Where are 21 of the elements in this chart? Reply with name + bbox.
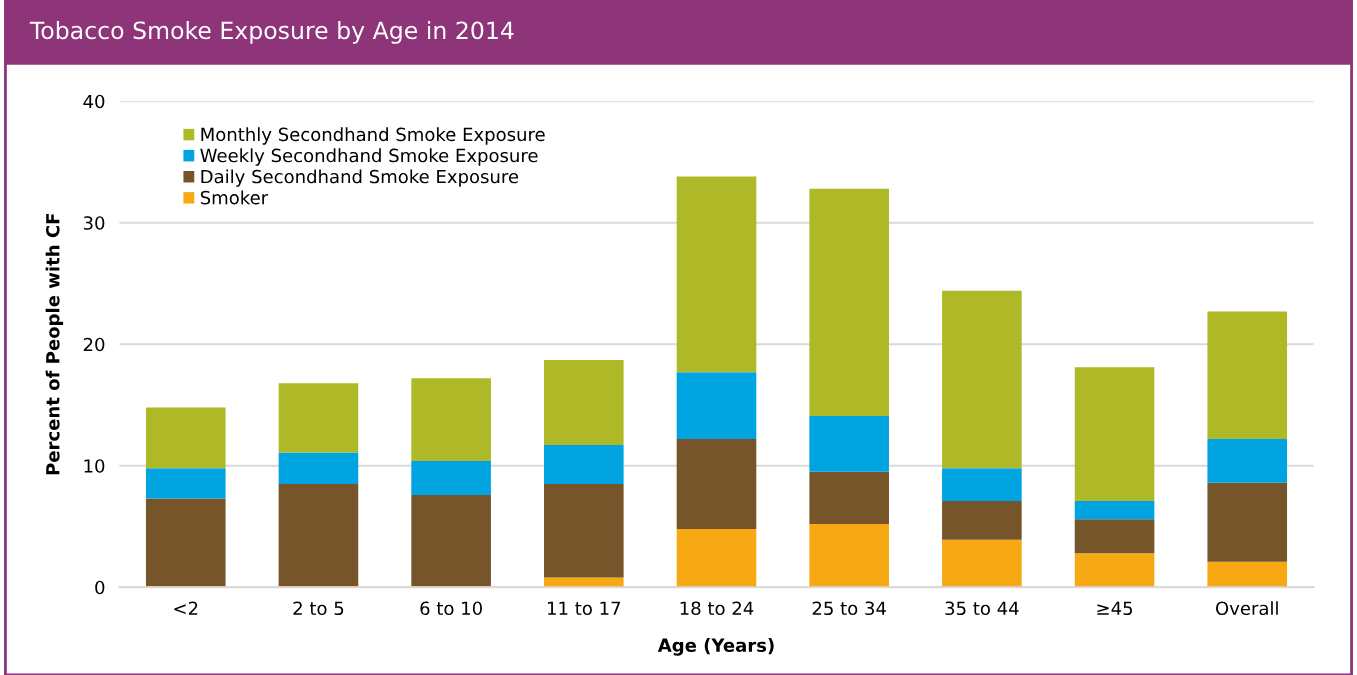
y-tick-label: 10 xyxy=(84,459,105,473)
y-tick-label: 30 xyxy=(83,216,105,230)
x-tick-label: 25 to 34 xyxy=(812,601,886,616)
x-tick-label: 11 to 17 xyxy=(548,601,621,616)
legend-label: Weekly Secondhand Smoke Exposure xyxy=(200,148,538,166)
y-axis-title: Percent of People with CF xyxy=(45,214,64,475)
x-tick-label: 6 to 10 xyxy=(420,601,482,616)
legend-label: Monthly Secondhand Smoke Exposure xyxy=(201,127,545,145)
x-tick-label: Overall xyxy=(1215,601,1278,616)
y-tick-label: 20 xyxy=(83,337,105,352)
x-axis-title: Age (Years) xyxy=(657,638,774,656)
x-tick-label: 2 to 5 xyxy=(293,601,344,616)
legend-label: Daily Secondhand Smoke Exposure xyxy=(201,169,519,187)
x-tick-label: 35 to 44 xyxy=(945,601,1019,616)
x-tick-label: <2 xyxy=(174,601,198,615)
y-tick-label: 0 xyxy=(95,580,105,595)
x-tick-label: ≥45 xyxy=(1097,601,1133,616)
legend-label: Smoker xyxy=(200,190,269,205)
chart-title: Tobacco Smoke Exposure by Age in 2014 xyxy=(29,20,514,44)
y-tick-label: 40 xyxy=(83,94,105,109)
x-tick-label: 18 to 24 xyxy=(680,601,754,616)
